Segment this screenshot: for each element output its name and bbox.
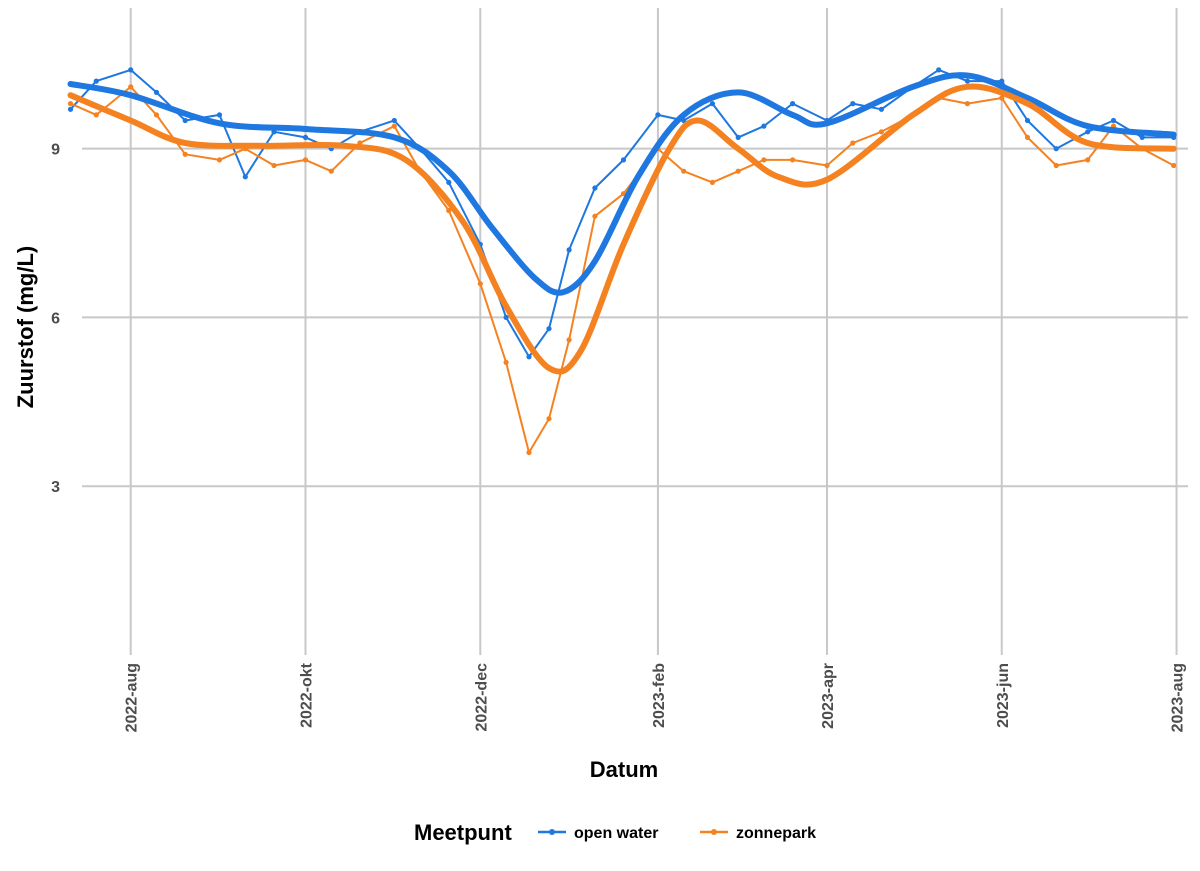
data-point-open-water [526,354,532,360]
data-point-zonnepark [503,359,509,365]
data-point-open-water [999,78,1005,84]
y-tick-label: 6 [51,310,60,327]
data-point-open-water [302,134,309,140]
trend-line-open-water [67,72,1177,296]
data-point-zonnepark [446,207,452,214]
data-point-zonnepark [546,416,552,422]
data-point-zonnepark [93,112,99,118]
legend: Meetpunt open water zonnepark [414,820,816,845]
y-tick-label: 9 [51,142,60,159]
data-point-zonnepark [592,213,598,219]
data-point-open-water [391,117,397,124]
data-point-open-water [153,89,160,95]
data-point-open-water [128,67,134,73]
data-point-zonnepark [964,101,971,107]
x-tick-label: 2023-jun [995,663,1012,728]
data-point-zonnepark [128,84,134,90]
data-point-zonnepark [182,151,188,157]
legend-key-point-zonnepark [711,829,717,835]
data-point-zonnepark [761,157,767,163]
grid [82,8,1188,655]
data-point-open-water [964,78,971,84]
data-point-open-water [93,78,99,84]
data-point-zonnepark [566,337,572,343]
data-point-zonnepark [328,168,334,174]
x-tick-label: 2022-aug [124,663,141,732]
y-tick-label: 3 [51,479,60,496]
data-point-zonnepark [271,162,277,169]
legend-key-point-open-water [549,829,555,835]
data-point-zonnepark [850,140,856,146]
data-point-open-water [936,67,942,73]
data-point-open-water [503,314,509,320]
legend-title: Meetpunt [414,820,512,845]
x-tick-label: 2022-dec [473,663,490,732]
x-tick-label: 2023-aug [1170,663,1187,732]
series-zonnepark [67,84,1177,456]
x-tick-label: 2023-feb [651,663,668,728]
data-point-open-water [592,185,598,191]
trend-line-zonnepark [67,83,1177,375]
data-point-open-water [761,123,767,129]
data-point-open-water [242,174,248,180]
data-point-zonnepark [1024,134,1031,140]
data-point-open-water [67,106,74,112]
data-point-open-water [709,101,716,107]
data-point-zonnepark [67,101,74,107]
data-point-zonnepark [216,157,223,163]
data-point-open-water [1024,117,1031,124]
data-point-open-water [1085,129,1091,135]
x-tick-label: 2023-apr [820,663,837,729]
data-point-zonnepark [1085,157,1091,163]
axis-ticks: 3 6 9 2022-aug 2022-okt 2022-dec 2023-feb 2023-… [51,142,1186,733]
data-point-zonnepark [681,168,687,174]
series-line-zonnepark [70,85,1175,454]
data-point-open-water [446,179,452,185]
data-point-open-water [546,326,552,332]
plot-area [67,67,1177,456]
data-point-open-water [655,112,661,118]
legend-label-zonnepark: zonnepark [736,825,816,842]
x-axis-title: Datum [590,757,658,782]
data-point-open-water [850,101,856,107]
data-point-zonnepark [824,162,830,169]
data-point-zonnepark [709,179,716,185]
data-point-zonnepark [477,281,483,287]
data-point-open-water [878,106,885,112]
data-point-open-water [182,117,188,124]
data-point-open-water [735,134,741,140]
data-point-open-water [1110,117,1117,124]
x-tick-label: 2022-okt [298,662,315,728]
y-axis-title: Zuurstof (mg/L) [13,246,38,409]
data-point-open-water [620,157,627,163]
data-point-zonnepark [878,129,885,135]
legend-label-open-water: open water [574,825,658,842]
data-point-zonnepark [1171,162,1177,169]
data-point-open-water [216,112,223,118]
data-point-open-water [1139,134,1145,140]
data-point-zonnepark [526,449,532,456]
data-point-zonnepark [153,112,160,118]
data-point-open-water [1053,146,1059,152]
data-point-zonnepark [391,123,397,129]
legend-entries: open water zonnepark [538,825,816,842]
data-point-zonnepark [735,168,741,174]
data-point-zonnepark [999,95,1005,101]
data-point-open-water [790,101,796,107]
data-point-zonnepark [790,157,796,163]
data-point-zonnepark [1053,162,1059,169]
data-point-open-water [566,247,572,253]
data-point-zonnepark [302,157,309,163]
